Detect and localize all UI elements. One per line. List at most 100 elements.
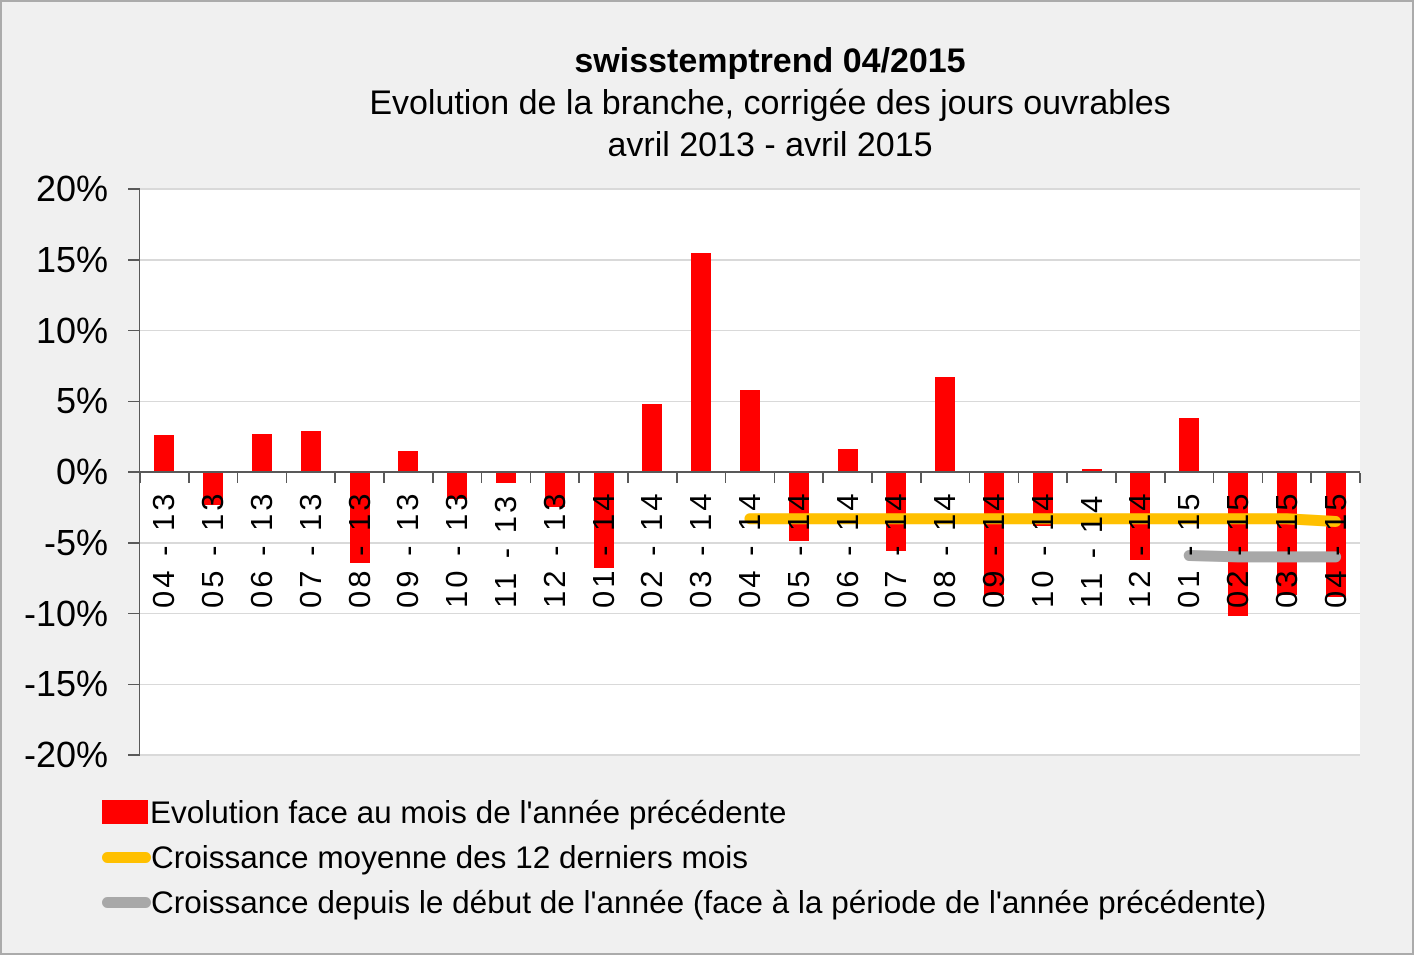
bar-07-14 [886, 472, 907, 552]
bar-04-14 [740, 389, 760, 472]
x-axis-label: 03 - 14 [683, 490, 719, 608]
x-axis-tick [578, 473, 580, 483]
bar-05-13 [203, 472, 224, 505]
bar-02-15 [1228, 472, 1248, 617]
y-axis-tick [128, 471, 140, 473]
bar-01-14 [593, 472, 614, 569]
legend-item-ytd-line: Croissance depuis le début de l'année (f… [102, 883, 1267, 920]
x-axis-tick [1066, 473, 1068, 483]
bar-03-15 [1276, 472, 1297, 596]
y-axis-label: 5% [55, 380, 108, 422]
legend-marker-red-bar [102, 800, 148, 824]
x-axis-label: 07 - 13 [292, 490, 328, 608]
x-axis-tick [383, 473, 385, 483]
legend-marker-yellow-line [102, 851, 151, 863]
gridline-15 [140, 259, 1360, 261]
bar-11-14 [1081, 469, 1102, 472]
x-axis-tick [627, 473, 629, 483]
legend-label-bar-series: Evolution face au mois de l'année précéd… [150, 793, 787, 830]
chart-subtitle-period: avril 2013 - avril 2015 [607, 126, 933, 164]
bar-04-13 [154, 435, 175, 472]
x-axis-tick [968, 473, 971, 483]
bar-09-13 [398, 450, 419, 472]
x-axis-label: 04 - 15 [1317, 490, 1353, 608]
x-axis-tick [1212, 473, 1215, 483]
y-axis-label: -10% [23, 592, 108, 634]
x-axis-tick [285, 473, 288, 483]
x-axis-tick [334, 473, 336, 483]
chart-subtitle: Evolution de la branche, corrigée des jo… [369, 84, 1171, 122]
x-axis-tick [139, 473, 141, 483]
x-axis-tick [1359, 473, 1361, 483]
gridline-20 [140, 188, 1360, 190]
x-axis-tick [1017, 473, 1020, 483]
x-axis-label: 06 - 13 [244, 490, 279, 608]
chart-title-block: swisstemptrend 04/2015 Evolution de la b… [128, 40, 1412, 166]
x-axis-tick [236, 473, 239, 483]
y-axis-tick [128, 612, 140, 615]
x-axis-label: 01 - 15 [1171, 490, 1207, 608]
y-axis-tick [128, 542, 140, 544]
y-axis-label: -15% [23, 663, 108, 705]
y-axis-label: -5% [43, 521, 108, 563]
x-axis-label: 01 - 14 [585, 490, 621, 608]
x-axis-zero-line [138, 471, 1360, 473]
x-axis-tick [724, 473, 727, 483]
x-axis-tick [676, 473, 678, 483]
y-axis-label: 10% [35, 309, 108, 351]
x-axis-label: 08 - 14 [927, 490, 963, 608]
gridline--10 [140, 612, 1360, 615]
y-axis-label: -20% [23, 734, 108, 775]
legend-label-avg-line: Croissance moyenne des 12 derniers mois [151, 838, 749, 875]
y-axis-label: 20% [35, 168, 108, 209]
y-axis-tick [128, 188, 140, 190]
y-axis-tick [128, 259, 140, 261]
x-axis-label: 07 - 14 [878, 490, 914, 608]
x-axis-tick [920, 473, 922, 483]
x-axis-label: 04 - 14 [732, 490, 767, 608]
x-axis-tick [1115, 473, 1117, 483]
legend-item-avg-line: Croissance moyenne des 12 derniers mois [102, 838, 749, 875]
y-axis-tick [128, 400, 140, 402]
x-axis-tick [480, 473, 483, 483]
bar-09-14 [984, 472, 1004, 596]
bar-06-14 [837, 449, 858, 472]
gridline--5 [140, 542, 1360, 544]
legend-marker-gray-line [102, 896, 151, 908]
bar-06-13 [252, 433, 272, 472]
x-axis-label: 12 - 14 [1122, 490, 1158, 608]
x-axis-tick [1164, 473, 1166, 483]
x-axis-label: 11 - 13 [488, 492, 523, 608]
x-axis-label: 02 - 15 [1220, 490, 1255, 608]
y-axis-label: 0% [55, 451, 108, 492]
gridline-10 [140, 329, 1360, 332]
legend-label-ytd-line: Croissance depuis le début de l'année (f… [151, 883, 1267, 920]
bar-07-13 [300, 430, 321, 472]
y-axis-label: 15% [35, 238, 108, 280]
x-axis-label: 05 - 14 [780, 490, 816, 608]
legend-item-bar-series: Evolution face au mois de l'année précéd… [102, 793, 787, 830]
x-axis-label: 12 - 13 [536, 490, 572, 608]
x-axis-tick [432, 473, 434, 483]
x-axis-tick [1261, 473, 1264, 483]
x-axis-label: 08 - 13 [341, 490, 377, 608]
bar-04-15 [1325, 472, 1346, 597]
x-axis-tick [822, 473, 824, 483]
x-axis-tick [871, 473, 873, 483]
y-axis-tick [128, 683, 140, 685]
x-axis-label: 04 - 13 [146, 490, 182, 608]
y-axis-tick [128, 754, 140, 756]
x-axis-label: 09 - 13 [390, 490, 426, 608]
x-axis-label: 09 - 14 [976, 490, 1011, 608]
x-axis-label: 05 - 13 [195, 490, 231, 608]
x-axis-tick [1310, 473, 1312, 483]
x-axis-label: 10 - 13 [439, 490, 475, 608]
bar-02-14 [642, 404, 663, 472]
bar-10-13 [447, 472, 468, 499]
bar-08-13 [349, 472, 370, 563]
bar-10-14 [1032, 472, 1053, 526]
chart-title: swisstemptrend 04/2015 [574, 42, 966, 80]
bar-01-15 [1179, 418, 1200, 472]
bar-03-14 [691, 252, 712, 472]
